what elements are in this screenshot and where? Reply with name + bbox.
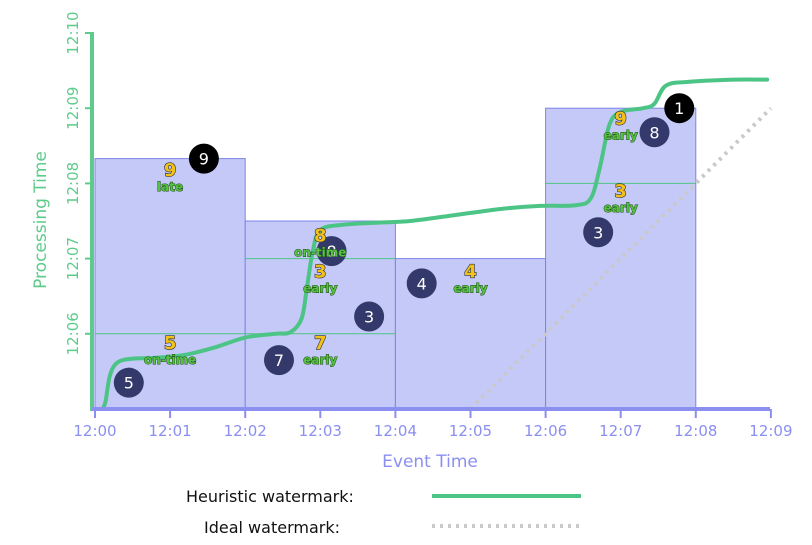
pane-value: 3 (314, 261, 327, 282)
pane-timing: early (604, 129, 638, 143)
heuristic-watermark-line (100, 77, 770, 411)
ideal-watermark-layer (469, 106, 773, 411)
legend: Heuristic watermark: Ideal watermark: (186, 487, 581, 537)
pane-value: 7 (314, 333, 327, 354)
event-circle (188, 143, 219, 174)
event-marker: 8 (316, 236, 347, 267)
pane-timing: on-time (144, 353, 196, 367)
x-axis-title: Event Time (382, 452, 478, 472)
pane-timing: on-time (294, 245, 346, 259)
x-tick-label: 12:06 (524, 422, 567, 440)
event-number: 5 (124, 374, 134, 393)
heuristic-watermark-layer (100, 77, 770, 411)
pane-labels-layer: 5on-time9late7early3early8on-time4early3… (143, 108, 638, 367)
event-circle (583, 217, 614, 248)
late-event-marker: 9 (188, 143, 219, 174)
event-circle (406, 268, 437, 299)
pane-result-label: 8on-time (294, 225, 347, 260)
event-circle (354, 301, 385, 332)
pane-value: 5 (164, 333, 177, 354)
y-tick-label: 12:09 (64, 87, 82, 130)
ideal-watermark-line (469, 106, 773, 411)
y-tick-label: 12:10 (64, 11, 82, 54)
pane-timing: early (453, 281, 487, 295)
pane-value: 8 (314, 225, 327, 246)
legend-heuristic-label: Heuristic watermark: (186, 487, 354, 506)
event-number: 7 (274, 351, 284, 370)
late-event-marker: 1 (664, 93, 695, 124)
x-tick-label: 12:05 (449, 422, 492, 440)
event-circle (263, 345, 294, 376)
x-tick-label: 12:01 (148, 422, 191, 440)
event-circle (664, 93, 695, 124)
pane-result-label: 5on-time (143, 332, 196, 367)
x-tick-label: 12:08 (674, 422, 717, 440)
x-tick-label: 12:03 (299, 422, 342, 440)
pane-timing: early (303, 281, 337, 295)
pane-timing: early (303, 353, 337, 367)
event-marker: 8 (639, 117, 670, 148)
x-tick-label: 12:02 (224, 422, 267, 440)
event-circle (113, 367, 144, 398)
x-tick-label: 12:09 (749, 422, 792, 440)
x-tick-label: 12:04 (374, 422, 417, 440)
event-marker: 7 (263, 345, 294, 376)
pane-value: 9 (164, 160, 177, 181)
event-marker: 4 (406, 268, 437, 299)
x-tick-label: 12:07 (599, 422, 642, 440)
event-marker: 5 (113, 367, 144, 398)
x-tick-label: 12:00 (73, 422, 116, 440)
pane-value: 9 (614, 109, 627, 130)
event-circle (639, 117, 670, 148)
windows-layer (94, 107, 697, 410)
pane-value: 3 (614, 181, 627, 202)
event-number: 3 (364, 308, 374, 327)
event-number: 1 (674, 99, 684, 118)
axes-layer: 12:00 12:01 12:02 12:03 12:04 12:05 12:06 12:07… (64, 11, 793, 440)
event-marker: 3 (354, 301, 385, 332)
legend-ideal-label: Ideal watermark: (204, 518, 340, 537)
event-number: 8 (649, 123, 659, 142)
y-tick-label: 12:07 (64, 237, 82, 280)
event-number: 8 (326, 242, 336, 261)
pane-timing: early (604, 201, 638, 215)
y-tick-label: 12:06 (64, 312, 82, 355)
window-0 (94, 158, 246, 410)
event-marker: 3 (583, 217, 614, 248)
event-number: 4 (417, 274, 427, 293)
window-3 (545, 107, 697, 410)
pane-value: 4 (464, 261, 477, 282)
event-number: 3 (593, 223, 603, 242)
pane-timing: late (157, 180, 183, 194)
y-tick-label: 12:08 (64, 162, 82, 205)
y-axis-title: Processing Time (31, 151, 51, 289)
event-circle (316, 236, 347, 267)
event-number: 9 (199, 150, 209, 169)
